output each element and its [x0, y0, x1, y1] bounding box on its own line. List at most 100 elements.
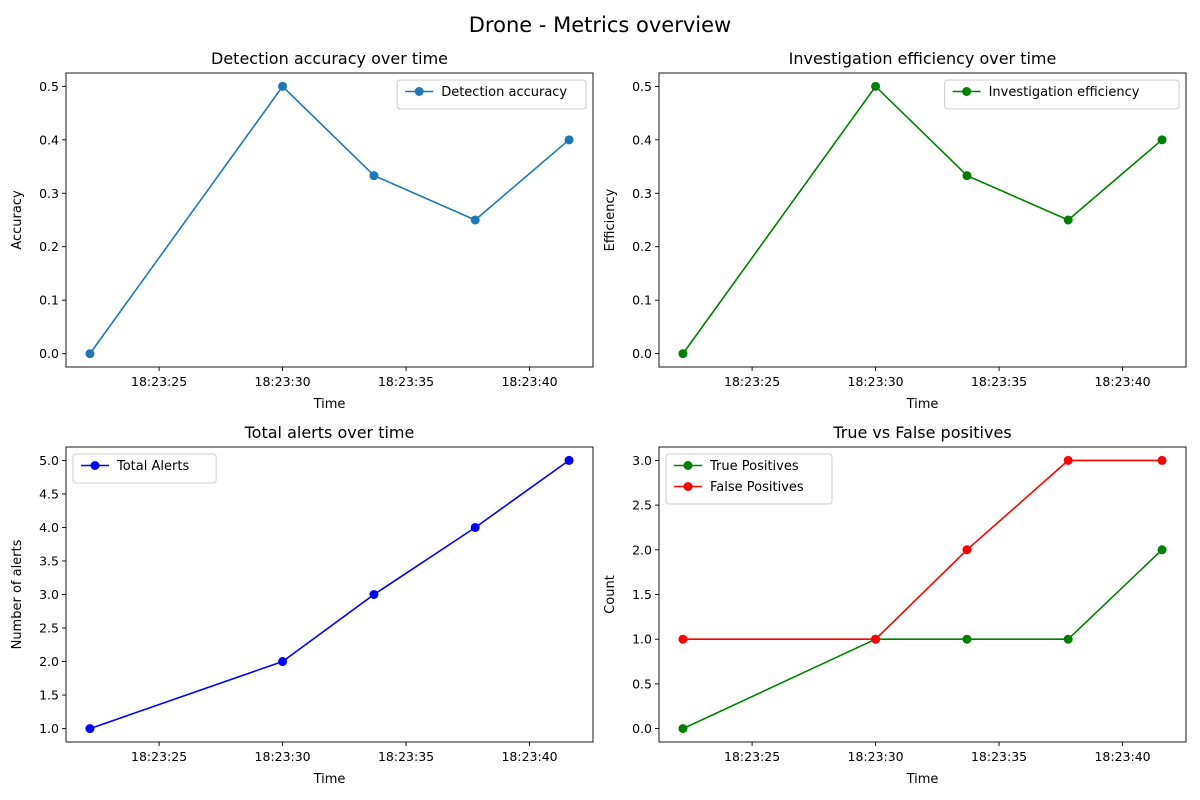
legend: Total Alerts [72, 453, 217, 484]
y-tick-label: 4.0 [39, 520, 59, 535]
figure-title: Drone - Metrics overview [469, 13, 731, 37]
y-tick-label: 5.0 [39, 453, 59, 468]
y-tick-label: 1.5 [632, 587, 652, 602]
y-tick-label: 0.0 [632, 346, 652, 361]
data-point [278, 657, 288, 667]
x-tick-label: 18:23:30 [255, 374, 311, 389]
x-tick-label: 18:23:30 [848, 374, 904, 389]
data-point [1063, 215, 1073, 225]
y-axis-label: Number of alerts [10, 539, 25, 649]
y-tick-label: 0.5 [632, 79, 652, 94]
legend-label: True Positives [709, 459, 799, 474]
x-tick-label: 18:23:25 [131, 749, 187, 764]
x-tick-label: 18:23:40 [501, 374, 557, 389]
x-tick-label: 18:23:40 [501, 749, 557, 764]
legend: Investigation efficiency [944, 79, 1180, 110]
y-tick-label: 2.5 [632, 498, 652, 513]
data-point [470, 522, 480, 532]
data-point [678, 349, 688, 359]
data-point [85, 349, 95, 359]
subplot-title: Detection accuracy over time [211, 49, 448, 68]
data-point [871, 634, 881, 644]
y-tick-label: 0.3 [632, 186, 652, 201]
legend-marker [414, 87, 424, 96]
axes-frame [65, 446, 594, 743]
x-tick-label: 18:23:25 [724, 749, 780, 764]
legend-label: Total Alerts [116, 459, 189, 474]
y-tick-label: 0.1 [632, 293, 652, 308]
data-point [369, 590, 379, 599]
axes-frame [658, 72, 1187, 368]
x-tick-label: 18:23:40 [1094, 374, 1150, 389]
y-tick-label: 1.0 [632, 632, 652, 647]
data-point [369, 171, 379, 181]
y-tick-label: 0.0 [632, 721, 652, 736]
y-tick-label: 0.1 [39, 293, 59, 308]
x-tick-label: 18:23:35 [971, 374, 1027, 389]
legend-label: Detection accuracy [441, 85, 567, 100]
data-point [564, 135, 574, 145]
data-point [962, 171, 972, 181]
axes-frame [65, 72, 594, 368]
series-line [682, 85, 1163, 355]
legend-marker [683, 461, 693, 470]
y-tick-label: 3.0 [39, 587, 59, 602]
legend-box [72, 453, 217, 484]
data-point [278, 81, 288, 91]
x-tick-label: 18:23:25 [724, 374, 780, 389]
legend-marker [90, 461, 100, 470]
y-tick-label: 2.0 [632, 542, 652, 557]
subplot-3: Total alerts over time 18:23:25 18:23:30 18… [10, 423, 594, 787]
subplot-1: Detection accuracy over time 18:23:25 18:2… [10, 49, 594, 412]
subplot-title: Investigation efficiency over time [789, 49, 1057, 68]
data-point [678, 724, 688, 734]
data-point [470, 215, 480, 225]
y-tick-label: 0.3 [39, 186, 59, 201]
y-tick-label: 2.0 [39, 654, 59, 669]
y-axis-label: Efficiency [603, 188, 618, 251]
subplot-title: True vs False positives [832, 423, 1011, 442]
legend: Detection accuracy [396, 79, 587, 110]
data-point [1157, 455, 1167, 465]
legend-label: False Positives [710, 480, 804, 495]
y-tick-label: 0.2 [39, 239, 59, 254]
y-axis-label: Count [603, 575, 618, 614]
x-tick-label: 18:23:40 [1094, 749, 1150, 764]
data-point [962, 634, 972, 644]
y-tick-label: 3.0 [632, 453, 652, 468]
y-tick-label: 3.5 [39, 553, 59, 568]
y-tick-label: 1.0 [39, 721, 59, 736]
y-tick-label: 2.5 [39, 621, 59, 636]
legend-marker [962, 87, 972, 96]
data-point [962, 545, 972, 555]
y-tick-label: 4.5 [39, 486, 59, 501]
y-tick-label: 0.5 [632, 676, 652, 691]
y-tick-label: 0.4 [39, 132, 59, 147]
x-axis-label: Time [906, 772, 939, 787]
data-point [1157, 545, 1167, 555]
data-point [1063, 455, 1073, 465]
data-point [1063, 634, 1073, 644]
data-point [678, 634, 688, 644]
x-axis-label: Time [906, 397, 939, 412]
y-tick-label: 0.4 [632, 132, 652, 147]
y-tick-label: 1.5 [39, 688, 59, 703]
x-axis-label: Time [313, 397, 346, 412]
subplot-4: True vs False positives 18:23:25 18:23:30 1… [603, 423, 1187, 787]
data-point [1157, 135, 1167, 145]
y-tick-label: 0.2 [632, 239, 652, 254]
legend-marker [683, 482, 693, 491]
series-line [89, 459, 570, 730]
subplot-title: Total alerts over time [244, 423, 415, 442]
x-tick-label: 18:23:25 [131, 374, 187, 389]
legend: True Positives False Positives [665, 453, 833, 505]
data-point [564, 455, 574, 465]
y-tick-label: 0.0 [39, 346, 59, 361]
x-tick-label: 18:23:35 [378, 374, 434, 389]
subplot-2: Investigation efficiency over time 18:23:… [603, 49, 1187, 412]
x-axis-label: Time [313, 772, 346, 787]
series-line [89, 85, 570, 355]
legend-label: Investigation efficiency [989, 85, 1140, 100]
y-axis-label: Accuracy [10, 190, 25, 250]
